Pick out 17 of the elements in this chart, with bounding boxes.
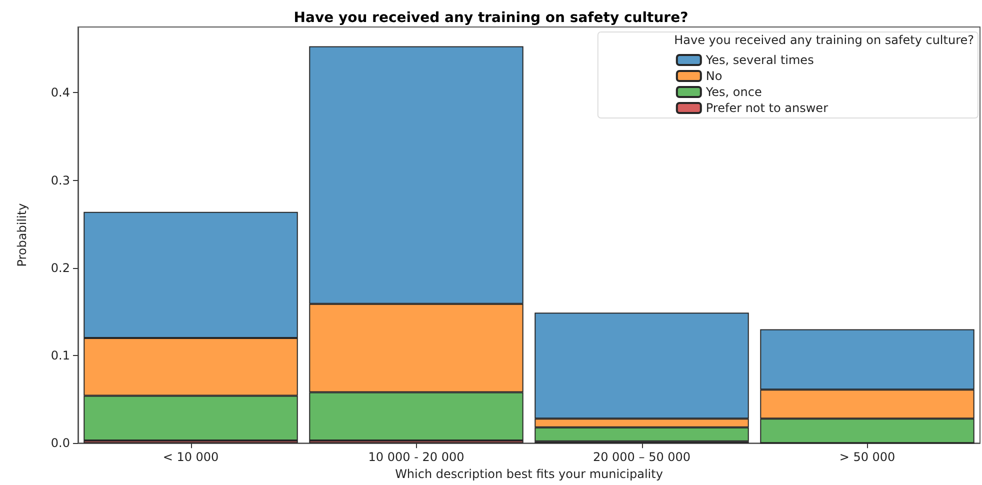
x-axis-title: Which description best fits your municipality <box>395 467 663 481</box>
y-tick-label: 0.2 <box>50 260 70 275</box>
y-axis-title: Probability <box>15 203 29 267</box>
legend-label: Yes, once <box>704 85 762 99</box>
y-tick-label: 0.1 <box>50 348 70 362</box>
y-tick-label: 0.4 <box>50 86 70 100</box>
chart-title: Have you received any training on safety culture? <box>294 10 688 26</box>
x-tick-label: < 10 000 <box>162 450 219 464</box>
legend-title: Have you received any training on safety culture? <box>674 33 974 47</box>
x-tick-label: > 50 000 <box>839 450 896 464</box>
y-tick-label: 0.3 <box>50 173 70 188</box>
y-tick-label: 0.0 <box>50 436 70 450</box>
legend-label: No <box>706 69 722 83</box>
legend-label: Yes, several times <box>704 53 814 67</box>
legend-label: Prefer not to answer <box>706 101 828 115</box>
x-tick-label: 10 000 - 20 000 <box>368 450 464 464</box>
x-tick-label: 20 000 – 50 000 <box>592 450 691 464</box>
